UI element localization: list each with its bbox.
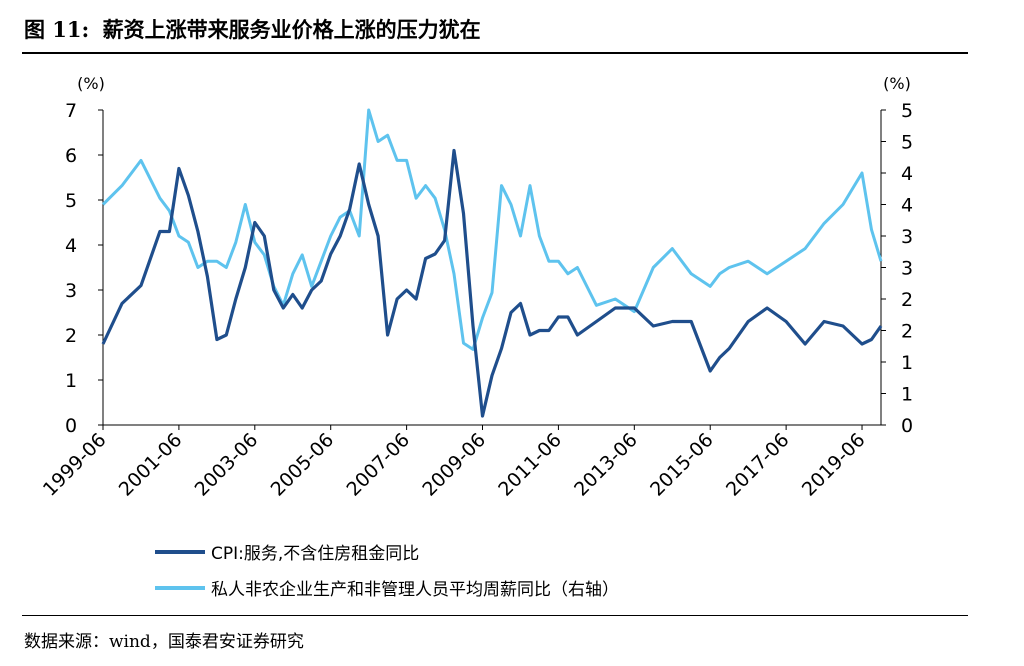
left-tick-label: 0 (65, 415, 77, 437)
right-tick-label: 1 (901, 352, 913, 374)
x-tick-label: 2003-06 (191, 429, 263, 501)
left-tick-label: 6 (65, 145, 77, 167)
right-tick-label: 5 (901, 132, 913, 154)
x-tick-label: 2009-06 (418, 429, 490, 501)
right-tick-label: 3 (901, 258, 913, 280)
left-tick-label: 3 (65, 280, 77, 302)
series-line-wage (101, 108, 883, 351)
right-tick-label: 0 (901, 415, 913, 437)
x-tick-label: 2019-06 (798, 429, 870, 501)
chart-title: 图 11: 薪资上涨带来服务业价格上涨的压力犹在 (24, 14, 481, 44)
figure-title: 薪资上涨带来服务业价格上涨的压力犹在 (102, 17, 481, 42)
x-tick-label: 2013-06 (570, 429, 642, 501)
x-tick-label: 2011-06 (494, 429, 566, 501)
legend-label-cpi: CPI:服务,不含住房租金同比 (211, 544, 420, 564)
x-tick-label: 2007-06 (342, 429, 414, 501)
right-tick-label: 5 (901, 100, 913, 122)
source-rule (22, 615, 968, 616)
right-tick-label: 2 (901, 321, 913, 343)
legend-swatch-wage (155, 586, 205, 590)
right-tick-label: 4 (901, 163, 913, 185)
left-tick-label: 7 (65, 100, 77, 122)
left-tick-label: 1 (65, 370, 77, 392)
x-tick-label: 2017-06 (722, 429, 794, 501)
x-tick-label: 1999-06 (39, 429, 111, 501)
right-tick-label: 2 (901, 289, 913, 311)
right-tick-label: 4 (901, 195, 913, 217)
right-tick-label: 1 (901, 384, 913, 406)
left-tick-label: 4 (65, 235, 77, 257)
legend-label-wage: 私人非农企业生产和非管理人员平均周薪同比（右轴） (211, 580, 619, 600)
x-tick-label: 2005-06 (267, 429, 339, 501)
title-rule (22, 52, 968, 54)
left-tick-label: 5 (65, 190, 77, 212)
x-tick-label: 2001-06 (115, 429, 187, 501)
legend-swatch-cpi (155, 550, 205, 554)
x-tick-label: 2015-06 (646, 429, 718, 501)
right-axis-unit: (%) (883, 74, 911, 93)
series-line-cpi (101, 148, 883, 418)
legend-item-cpi: CPI:服务,不含住房租金同比 (155, 539, 419, 564)
legend-item-wage: 私人非农企业生产和非管理人员平均周薪同比（右轴） (155, 575, 619, 600)
right-tick-label: 3 (901, 226, 913, 248)
left-axis-unit: (%) (77, 74, 105, 93)
figure-number: 图 11: (24, 17, 90, 42)
left-tick-label: 2 (65, 325, 77, 347)
source-note: 数据来源：wind，国泰君安证券研究 (24, 632, 304, 652)
